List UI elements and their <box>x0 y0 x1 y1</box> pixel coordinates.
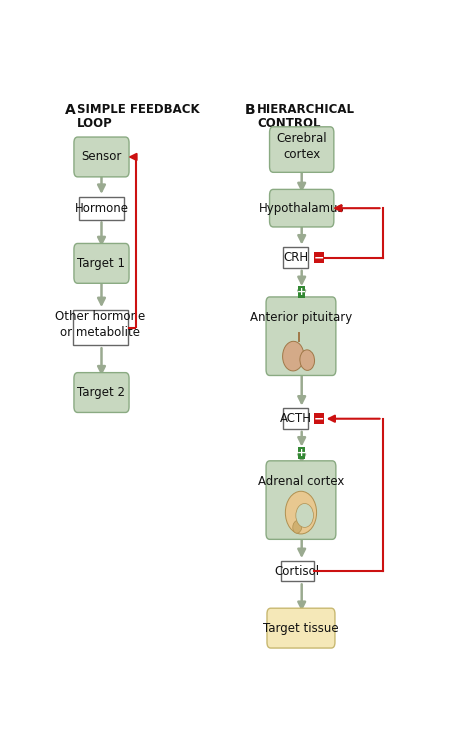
Text: +: + <box>297 287 306 297</box>
Text: A: A <box>65 103 75 117</box>
FancyBboxPatch shape <box>266 461 336 539</box>
Text: Cortisol: Cortisol <box>275 565 320 578</box>
Text: B: B <box>245 103 255 117</box>
FancyBboxPatch shape <box>74 372 129 412</box>
Text: −: − <box>314 412 324 425</box>
Text: CRH: CRH <box>283 251 308 264</box>
Bar <box>283 248 308 268</box>
Text: +: + <box>297 448 306 458</box>
Text: Cerebral
cortex: Cerebral cortex <box>276 132 327 161</box>
Ellipse shape <box>293 520 302 534</box>
Text: Hormone: Hormone <box>74 202 128 214</box>
Text: Target 2: Target 2 <box>77 386 126 399</box>
Bar <box>298 286 305 298</box>
FancyBboxPatch shape <box>266 297 336 375</box>
FancyBboxPatch shape <box>270 127 334 172</box>
Text: CONTROL: CONTROL <box>257 117 320 130</box>
Text: Target tissue: Target tissue <box>263 621 339 635</box>
Text: Other hormone
or metabolite: Other hormone or metabolite <box>55 310 146 339</box>
Text: SIMPLE FEEDBACK: SIMPLE FEEDBACK <box>77 103 200 116</box>
Ellipse shape <box>296 503 313 528</box>
Bar <box>314 413 324 424</box>
Ellipse shape <box>300 350 315 370</box>
Ellipse shape <box>283 341 304 371</box>
Text: −: − <box>314 251 324 264</box>
Bar <box>281 561 314 582</box>
Text: ACTH: ACTH <box>280 412 311 425</box>
Text: Sensor: Sensor <box>82 151 122 163</box>
Text: Target 1: Target 1 <box>77 257 126 270</box>
Bar <box>314 252 324 263</box>
FancyBboxPatch shape <box>270 189 334 227</box>
Text: HIERARCHICAL: HIERARCHICAL <box>257 103 355 116</box>
Bar <box>283 409 308 429</box>
FancyBboxPatch shape <box>74 243 129 283</box>
Text: LOOP: LOOP <box>77 117 113 130</box>
Bar <box>80 197 124 219</box>
Text: Anterior pituitary: Anterior pituitary <box>250 311 352 324</box>
Bar <box>298 447 305 458</box>
FancyBboxPatch shape <box>267 608 335 648</box>
Ellipse shape <box>285 491 317 534</box>
Text: Adrenal cortex: Adrenal cortex <box>258 474 344 488</box>
Bar <box>73 310 128 345</box>
Text: Hypothalamus: Hypothalamus <box>259 202 345 214</box>
FancyBboxPatch shape <box>74 137 129 177</box>
